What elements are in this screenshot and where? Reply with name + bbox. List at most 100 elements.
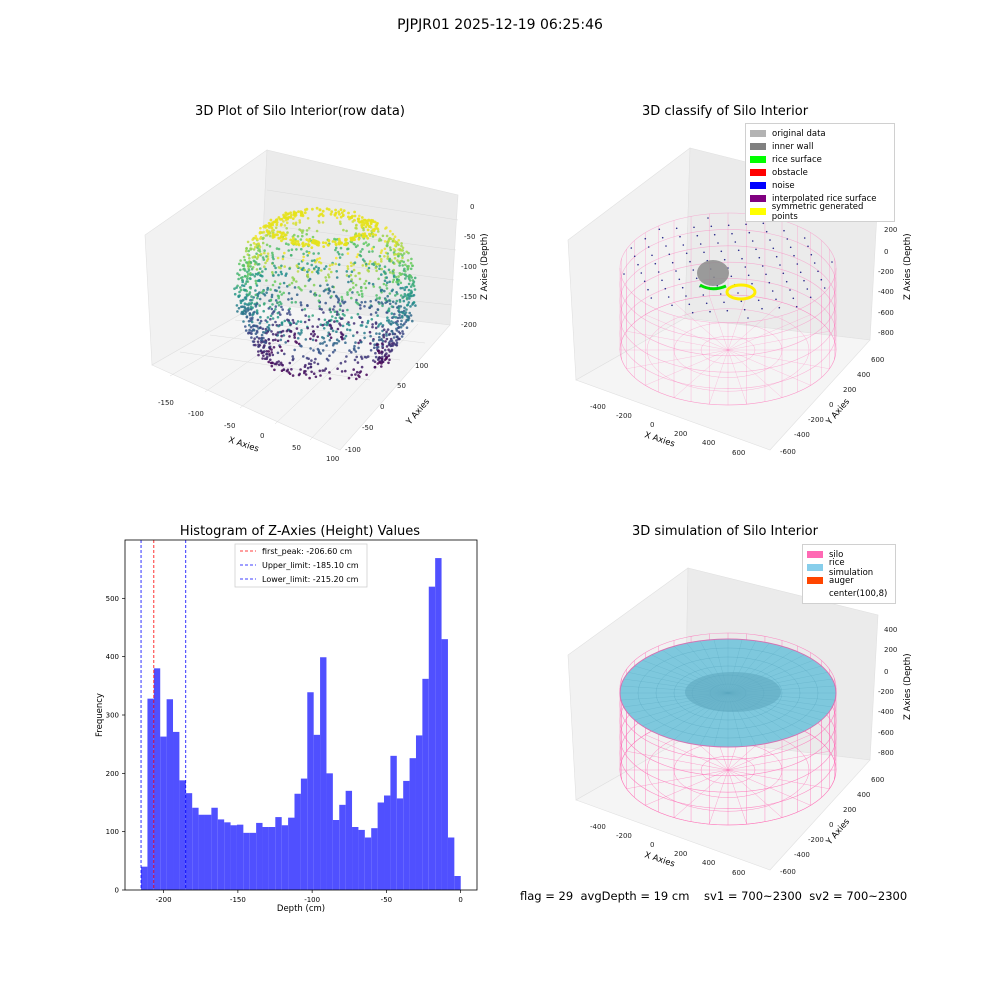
raw-point <box>254 289 257 292</box>
noise-point <box>755 248 757 251</box>
raw-point <box>346 328 349 331</box>
raw-point <box>268 342 271 345</box>
raw-point <box>249 265 252 268</box>
raw-point <box>358 234 361 238</box>
raw-point <box>240 312 243 315</box>
raw-point <box>289 323 292 327</box>
legend-item: rice surface <box>750 153 890 166</box>
raw-point <box>304 373 308 376</box>
raw-point <box>366 228 370 232</box>
raw-point <box>349 273 353 277</box>
raw-point <box>388 350 392 353</box>
raw-point <box>402 252 406 255</box>
raw-point <box>281 329 285 333</box>
raw-point <box>271 283 275 287</box>
raw-point <box>256 340 260 344</box>
raw-point <box>274 271 278 274</box>
raw-point <box>292 222 295 225</box>
noise-point <box>793 254 795 257</box>
raw-point <box>392 237 396 241</box>
raw-x-tick: 50 <box>292 444 301 452</box>
raw-point <box>317 266 321 270</box>
noise-point <box>730 275 733 278</box>
raw-point <box>333 305 336 308</box>
raw-point <box>375 297 379 300</box>
x-tick-label: 0 <box>458 896 462 904</box>
legend-swatch <box>750 156 766 163</box>
raw-point <box>401 286 405 290</box>
raw-point <box>405 314 409 318</box>
noise-point <box>693 226 695 229</box>
raw-point <box>246 277 249 281</box>
raw-point <box>357 237 361 241</box>
raw-point <box>337 252 341 256</box>
raw-point <box>264 319 268 322</box>
noise-point <box>682 244 685 246</box>
raw-point <box>364 241 368 244</box>
noise-point <box>807 245 809 248</box>
raw-point <box>280 369 284 373</box>
noise-point <box>702 294 705 296</box>
raw-point <box>312 334 315 338</box>
histogram-bar <box>345 790 353 890</box>
raw-plot-title: 3D Plot of Silo Interior(row data) <box>195 104 405 119</box>
raw-point <box>399 294 403 297</box>
raw-point <box>274 226 278 230</box>
noise-point <box>678 278 681 281</box>
raw-point <box>396 316 400 320</box>
raw-point <box>366 321 370 325</box>
raw-point <box>317 219 321 223</box>
raw-point <box>267 231 270 235</box>
histogram-title: Histogram of Z-Axies (Height) Values <box>179 524 421 539</box>
raw-point <box>358 220 362 224</box>
raw-point <box>402 309 406 313</box>
raw-point <box>353 261 357 265</box>
raw-point <box>326 321 330 325</box>
raw-point <box>397 337 401 341</box>
raw-point <box>371 282 375 286</box>
raw-point <box>290 301 294 304</box>
raw-point <box>255 335 259 339</box>
raw-point <box>347 280 350 284</box>
histogram-bar <box>230 825 237 890</box>
raw-point <box>377 300 380 304</box>
raw-point <box>335 216 339 220</box>
wire-spoke <box>626 349 729 370</box>
raw-point <box>335 270 339 273</box>
raw-point <box>238 290 241 294</box>
histogram-bar <box>428 586 436 890</box>
wire-spoke <box>673 302 729 351</box>
histogram-bar <box>422 678 429 890</box>
raw-point <box>282 220 285 223</box>
noise-point <box>757 299 760 302</box>
raw-point <box>409 285 413 288</box>
raw-point <box>269 358 272 362</box>
simulation-floor-pane <box>575 737 871 871</box>
classify-floor-pane <box>575 317 871 451</box>
raw-point <box>241 299 244 303</box>
raw-point <box>238 262 241 266</box>
classify-z-tick: -800 <box>878 329 894 337</box>
wire-spoke <box>727 750 830 771</box>
noise-point <box>737 249 740 252</box>
raw-point <box>375 223 379 227</box>
classify-z-tick: -400 <box>878 288 894 296</box>
raw-point <box>318 307 322 311</box>
raw-point <box>245 289 248 293</box>
raw-point <box>298 287 302 291</box>
raw-point <box>323 267 326 271</box>
raw-point <box>253 275 257 278</box>
raw-point <box>373 366 377 369</box>
raw-point <box>288 335 291 338</box>
histogram-x-ticks: -200 -150 -100 -50 0 <box>156 890 463 904</box>
raw-point <box>303 320 307 324</box>
classify-legend: original data inner wall rice surface ob… <box>745 123 895 222</box>
raw-point <box>369 342 372 345</box>
raw-point <box>359 254 363 258</box>
raw-point <box>258 291 261 294</box>
raw-point <box>235 304 239 307</box>
raw-point <box>373 261 377 264</box>
raw-point <box>381 324 385 327</box>
raw-point <box>340 370 344 373</box>
raw-point <box>310 246 314 250</box>
